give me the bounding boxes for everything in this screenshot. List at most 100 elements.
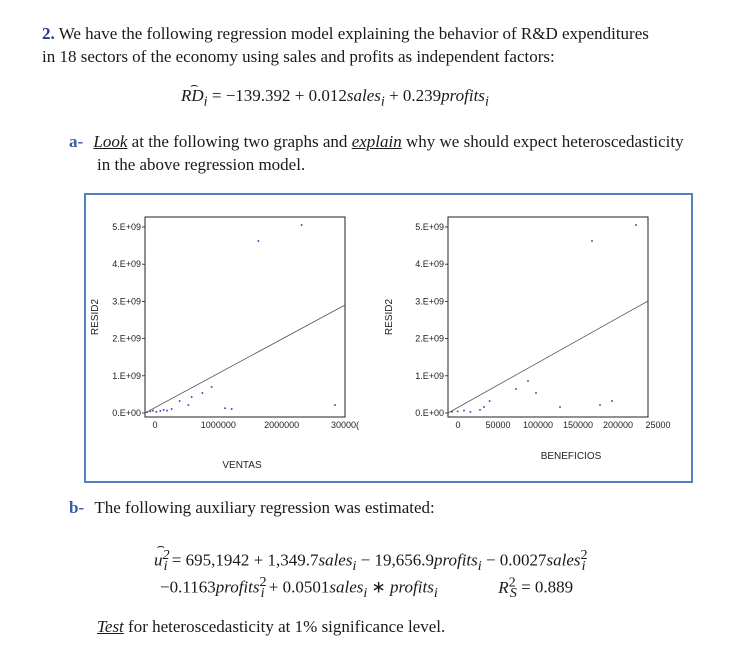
model-rhs-2: + 0.239 <box>384 86 442 105</box>
left-data-point <box>155 411 158 413</box>
part-b-label: b- <box>69 498 85 517</box>
aux-sales-int: sales <box>329 577 364 597</box>
left-ytick-label: 2.E+09 <box>112 334 141 344</box>
right-data-point <box>479 409 481 411</box>
right-data-point <box>559 406 561 408</box>
chart-left: 5.E+09 4.E+09 3.E+09 2.E+09 1.E+09 0.E+00 0 10… <box>90 216 359 471</box>
aux-eq-2a: −0.1163 <box>160 577 216 597</box>
part-b-line: b- The following auxiliary regression wa… <box>69 496 435 519</box>
left-data-point <box>166 409 168 412</box>
regression-model-equation: ⌢ RDi = −139.392 + 0.012sales i + 0.239pr… <box>181 77 489 110</box>
right-ytick-label: 4.E+09 <box>415 259 444 269</box>
right-data-point <box>527 380 529 382</box>
aux-regression-line-2: −0.1163profits2i + 0.0501salesi ∗ profit… <box>160 574 574 602</box>
right-ytick-label: 5.E+09 <box>415 222 444 232</box>
right-data-point <box>611 400 613 402</box>
r2-label: R <box>498 577 509 597</box>
left-data-point <box>178 400 181 402</box>
aux-eq-1c: − 0.0027 <box>481 550 547 570</box>
right-data-point <box>599 404 601 406</box>
right-xtick-label: 150000 <box>563 420 593 430</box>
chart-left-plot-area <box>144 216 346 418</box>
part-a-look: Look <box>93 132 128 151</box>
question-line-1: 2. We have the following regression mode… <box>42 22 649 45</box>
aux-sales: sales <box>318 550 353 570</box>
right-data-point <box>451 411 453 413</box>
left-data-point <box>210 386 213 388</box>
part-a-line-2: in the above regression model. <box>97 155 306 174</box>
right-data-point <box>483 406 485 408</box>
right-data-point <box>535 392 537 394</box>
right-data-point <box>488 400 491 402</box>
test-rest: for heteroscedasticity at 1% significanc… <box>123 617 446 636</box>
aux-eq-2c: ∗ <box>367 577 391 597</box>
right-ytick-label: 1.E+09 <box>415 371 444 381</box>
u-symbol: u <box>154 550 163 570</box>
aux-regression-line-1: ⌢ u2i = 695,1942 + 1,349.7salesi − 19,65… <box>154 538 588 575</box>
right-data-point <box>463 409 465 412</box>
right-xtick-label: 0 <box>455 420 460 430</box>
model-sales: sales <box>346 86 381 105</box>
left-xtick-label: 1000000 <box>201 420 236 430</box>
chart-left-xlabel: VENTAS <box>222 460 262 471</box>
charts-svg: 5.E+09 4.E+09 3.E+09 2.E+09 1.E+09 0.E+00 0 10… <box>90 216 671 471</box>
part-b-text: The following auxiliary regression was e… <box>94 498 435 517</box>
right-data-point <box>456 410 459 413</box>
chart-right-ylabel: RESID2 <box>384 299 395 336</box>
chart-right-fit-line <box>447 300 649 414</box>
aux-eq-1a: = 695,1942 + 1,349.7 <box>167 550 319 570</box>
left-data-point <box>230 408 233 410</box>
right-xtick-label: 200000 <box>603 420 633 430</box>
left-data-point <box>300 224 303 226</box>
right-data-point <box>591 240 593 242</box>
left-xtick-label: 2000000 <box>264 420 299 430</box>
r2-value: = 0.889 <box>516 577 574 597</box>
chart-left-fit-line <box>144 304 346 414</box>
aux-eq-1b: − 19,656.9 <box>356 550 434 570</box>
part-a-end: why we should expect heteroscedasticity <box>401 132 684 151</box>
left-data-point <box>190 396 193 398</box>
left-data-point <box>170 408 173 410</box>
aux-profits: profits <box>433 550 478 570</box>
left-data-point <box>334 404 336 406</box>
right-ytick-label: 2.E+09 <box>415 334 444 344</box>
chart-right: 5.E+09 4.E+09 3.E+09 2.E+09 1.E+09 0.E+00 0 50… <box>384 216 671 462</box>
right-ytick-label: 3.E+09 <box>415 296 444 306</box>
chart-right-xlabel: BENEFICIOS <box>541 451 602 462</box>
test-instruction: Test for heteroscedasticity at 1% signif… <box>97 615 445 638</box>
right-data-point <box>469 411 472 413</box>
part-a-mid: at the following two graphs and <box>127 132 352 151</box>
left-data-point <box>257 240 260 242</box>
left-ytick-label: 3.E+09 <box>112 296 141 306</box>
right-data-point <box>515 388 517 390</box>
model-rhs-1: = −139.392 + 0.012 <box>207 86 347 105</box>
u-hat-squared: ⌢ u2i <box>154 538 170 575</box>
right-data-point <box>635 224 637 226</box>
left-ytick-label: 0.E+00 <box>112 408 141 418</box>
left-data-point <box>201 392 204 394</box>
question-number: 2. <box>42 24 55 43</box>
aux-profits-int: profits <box>390 577 434 597</box>
left-data-point <box>162 409 165 411</box>
left-ytick-label: 5.E+09 <box>112 222 141 232</box>
r-squared: R2S <box>498 574 517 602</box>
test-word: Test <box>97 617 124 636</box>
chart-right-plot-area <box>447 216 649 418</box>
left-data-point <box>159 410 162 412</box>
rd-hat: ⌢ RDi <box>181 77 208 110</box>
question-text-1: We have the following regression model e… <box>58 24 649 43</box>
left-ytick-label: 4.E+09 <box>112 259 141 269</box>
right-xtick-label: 50000 <box>485 420 510 430</box>
rd-subscript: i <box>203 93 208 110</box>
aux-sales-sq: sales <box>546 550 581 570</box>
left-xtick-label: 30000( <box>331 420 359 430</box>
aux-profits-sq: profits <box>215 577 260 597</box>
part-a-line-1: a- Look at the following two graphs and … <box>69 130 684 153</box>
right-ytick-label: 0.E+00 <box>415 408 444 418</box>
chart-left-ylabel: RESID2 <box>90 299 101 336</box>
left-xtick-label: 0 <box>152 420 157 430</box>
left-data-point <box>152 409 154 412</box>
right-xtick-label: 25000 <box>645 420 670 430</box>
rd-symbol: RD <box>181 86 204 105</box>
left-data-point <box>224 407 226 409</box>
